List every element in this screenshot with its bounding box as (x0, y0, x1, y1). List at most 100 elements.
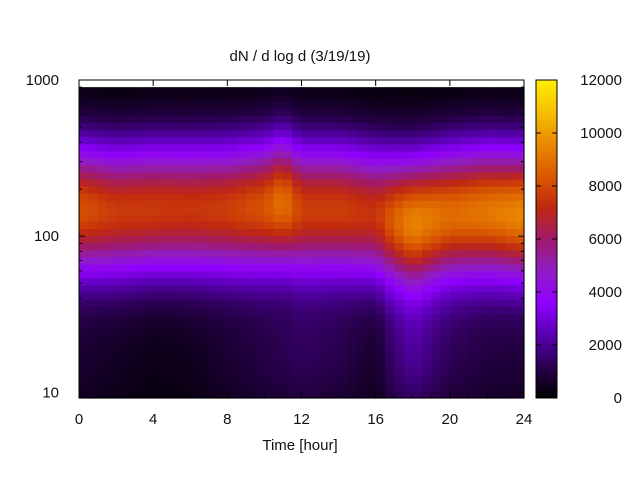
heatmap-cell (255, 277, 266, 286)
heatmap-cell (320, 235, 330, 244)
heatmap-cell (357, 284, 367, 293)
heatmap-cell (273, 270, 284, 279)
heatmap-cell (459, 306, 469, 314)
heatmap-cell (264, 193, 275, 201)
heatmap-cell (505, 193, 516, 201)
heatmap-cell (449, 129, 460, 138)
heatmap-cell (190, 313, 201, 321)
heatmap-cell (171, 249, 182, 258)
heatmap-cell (468, 214, 479, 222)
heatmap-cell (282, 348, 293, 357)
heatmap-cell (208, 320, 219, 328)
heatmap-cell (431, 101, 442, 109)
heatmap-cell (486, 200, 497, 208)
heatmap-cell (477, 115, 488, 124)
heatmap-cell (366, 186, 377, 194)
heatmap-cell (496, 235, 507, 244)
heatmap-cell (505, 376, 516, 385)
heatmap-cell (394, 249, 405, 258)
heatmap-cell (125, 150, 136, 159)
heatmap-cell (116, 348, 126, 357)
heatmap-cell (208, 129, 219, 138)
heatmap-cell (422, 299, 432, 307)
heatmap-cell (422, 228, 432, 237)
heatmap-cell (496, 355, 507, 364)
heatmap-cell (320, 341, 330, 350)
heatmap-cell (422, 171, 432, 180)
heatmap-cell (505, 143, 516, 152)
heatmap-cell (496, 270, 507, 279)
heatmap-cell (245, 178, 256, 187)
heatmap-cell (505, 327, 516, 336)
heatmap-cell (459, 150, 469, 159)
heatmap-cell (236, 186, 247, 194)
heatmap-cell (449, 369, 460, 378)
heatmap-cell (505, 263, 516, 272)
heatmap-cell (468, 228, 479, 237)
heatmap-cell (180, 334, 191, 343)
heatmap-cell (384, 108, 395, 116)
heatmap-cell (134, 306, 145, 314)
heatmap-cell (347, 376, 358, 385)
heatmap-cell (227, 341, 238, 350)
heatmap-cell (153, 270, 164, 279)
heatmap-cell (255, 136, 266, 145)
heatmap-cell (514, 228, 525, 237)
heatmap-cell (422, 150, 432, 159)
heatmap-cell (301, 362, 312, 371)
heatmap-cell (292, 157, 303, 166)
heatmap-cell (384, 136, 395, 145)
heatmap-cell (190, 277, 201, 286)
heatmap-cell (329, 242, 340, 251)
heatmap-cell (292, 284, 303, 293)
heatmap-cell (292, 277, 303, 286)
heatmap-cell (320, 101, 330, 109)
heatmap-cell (218, 108, 228, 116)
heatmap-cell (412, 306, 423, 314)
heatmap-cell (79, 178, 89, 187)
heatmap-cell (79, 277, 89, 286)
heatmap-cell (143, 221, 154, 230)
heatmap-cell (375, 94, 386, 102)
heatmap-cell (422, 277, 432, 286)
heatmap-cell (162, 207, 173, 215)
heatmap-cell (422, 390, 432, 399)
heatmap-cell (514, 129, 525, 138)
heatmap-cell (366, 214, 377, 222)
heatmap-cell (338, 249, 349, 258)
heatmap-cell (273, 94, 284, 102)
heatmap-cell (143, 292, 154, 300)
heatmap-cell (514, 327, 525, 336)
heatmap-cell (422, 207, 432, 215)
heatmap-cell (171, 369, 182, 378)
heatmap-cell (88, 228, 99, 237)
heatmap-cell (199, 327, 210, 336)
heatmap-cell (477, 94, 488, 102)
heatmap-cell (338, 341, 349, 350)
heatmap-cell (496, 221, 507, 230)
heatmap-cell (496, 178, 507, 187)
heatmap-cell (412, 108, 423, 116)
heatmap-cell (301, 235, 312, 244)
heatmap-cell (143, 228, 154, 237)
heatmap-cell (143, 355, 154, 364)
heatmap-cell (255, 313, 266, 321)
heatmap-cell (366, 334, 377, 343)
heatmap-cell (171, 306, 182, 314)
heatmap-cell (227, 313, 238, 321)
heatmap-cell (440, 214, 451, 222)
heatmap-cell (88, 143, 99, 152)
heatmap-cell (505, 122, 516, 131)
heatmap-cell (106, 376, 117, 385)
heatmap-cell (468, 256, 479, 265)
heatmap-cell (394, 150, 405, 159)
heatmap-cell (79, 108, 89, 116)
heatmap-cell (190, 284, 201, 293)
heatmap-cell (236, 355, 247, 364)
heatmap-cell (375, 256, 386, 265)
heatmap-cell (301, 284, 312, 293)
heatmap-cell (190, 362, 201, 371)
heatmap-cell (431, 171, 442, 180)
heatmap-cell (440, 292, 451, 300)
heatmap-cell (227, 143, 238, 152)
